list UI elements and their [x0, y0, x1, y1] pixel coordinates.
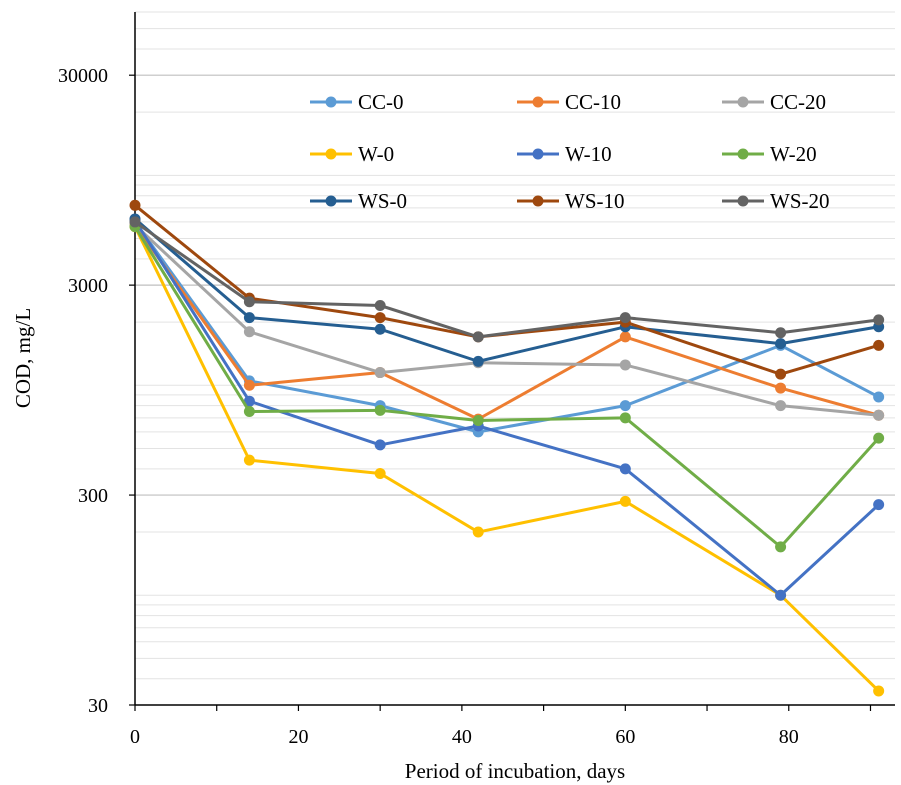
legend-item-w-10: W-10	[517, 142, 612, 166]
data-point-ws-0	[472, 355, 484, 367]
data-point-ws-0	[243, 312, 255, 324]
data-point-w-0	[472, 526, 484, 538]
x-tick-label: 60	[615, 726, 635, 748]
legend-label: CC-10	[565, 90, 621, 114]
legend-swatch-marker	[532, 148, 544, 160]
data-point-w-20	[619, 412, 631, 424]
data-point-w-0	[374, 468, 386, 480]
legend-label: W-10	[565, 142, 612, 166]
data-point-ws-20	[775, 327, 787, 339]
series-ws-20	[129, 216, 885, 343]
data-point-ws-20	[374, 299, 386, 311]
data-point-ws-20	[129, 216, 141, 228]
legend-swatch-marker	[325, 148, 337, 160]
series-layer	[129, 199, 885, 697]
data-point-cc-20	[374, 367, 386, 379]
legend-label: CC-0	[358, 90, 404, 114]
gridlines	[135, 11, 895, 680]
data-point-w-20	[775, 541, 787, 553]
data-point-ws-20	[243, 296, 255, 308]
series-ws-0	[129, 213, 885, 367]
x-tick-label: 0	[130, 726, 140, 748]
legend-label: CC-20	[770, 90, 826, 114]
data-point-cc-20	[775, 400, 787, 412]
data-point-w-20	[243, 406, 255, 418]
y-axis-ticks: 30 300 3000 30000	[58, 65, 135, 717]
y-tick-label: 300	[78, 485, 108, 507]
data-point-w-10	[619, 463, 631, 475]
data-point-ws-10	[775, 368, 787, 380]
data-point-ws-0	[775, 338, 787, 350]
legend-label: WS-0	[358, 189, 407, 213]
data-point-cc-10	[243, 379, 255, 391]
data-point-w-10	[243, 395, 255, 407]
legend-item-ws-10: WS-10	[517, 189, 625, 213]
series-w-20	[129, 221, 885, 553]
legend-swatch-marker	[532, 96, 544, 108]
data-point-cc-20	[243, 326, 255, 338]
data-point-ws-20	[472, 331, 484, 343]
legend: CC-0 CC-10 CC-20 W-0 W-10 W-20 WS-0 WS-10 WS-20	[310, 90, 830, 213]
data-point-cc-0	[873, 391, 885, 403]
data-point-w-0	[873, 685, 885, 697]
data-point-cc-20	[873, 409, 885, 421]
legend-item-cc-0: CC-0	[310, 90, 404, 114]
legend-item-ws-20: WS-20	[722, 189, 830, 213]
legend-item-cc-20: CC-20	[722, 90, 826, 114]
legend-swatch-marker	[325, 195, 337, 207]
data-point-w-10	[873, 499, 885, 511]
data-point-cc-10	[619, 331, 631, 343]
series-w-10	[129, 214, 885, 601]
data-point-ws-20	[873, 314, 885, 326]
x-tick-label: 80	[779, 726, 799, 748]
data-point-w-0	[243, 454, 255, 466]
legend-swatch-marker	[325, 96, 337, 108]
legend-label: WS-10	[565, 189, 625, 213]
data-point-ws-0	[374, 323, 386, 335]
data-point-cc-20	[619, 359, 631, 371]
legend-item-cc-10: CC-10	[517, 90, 621, 114]
series-line-ws-10	[134, 204, 880, 376]
legend-swatch-marker	[532, 195, 544, 207]
data-point-ws-20	[619, 312, 631, 324]
data-point-w-20	[873, 432, 885, 444]
legend-label: W-20	[770, 142, 817, 166]
legend-swatch-marker	[737, 148, 749, 160]
legend-item-w-20: W-20	[722, 142, 817, 166]
data-point-w-20	[472, 414, 484, 426]
data-point-cc-10	[775, 382, 787, 394]
data-point-w-10	[374, 439, 386, 451]
legend-item-w-0: W-0	[310, 142, 394, 166]
x-axis-ticks: 0 20 40 60 80	[130, 705, 872, 748]
data-point-w-20	[374, 404, 386, 416]
data-point-w-10	[775, 589, 787, 601]
legend-item-ws-0: WS-0	[310, 189, 407, 213]
data-point-w-0	[619, 495, 631, 507]
legend-swatch-marker	[737, 96, 749, 108]
y-tick-label: 30	[88, 695, 108, 717]
data-point-ws-10	[374, 312, 386, 324]
legend-label: W-0	[358, 142, 394, 166]
x-tick-label: 20	[288, 726, 308, 748]
y-tick-label: 3000	[68, 275, 108, 297]
y-tick-label: 30000	[58, 65, 108, 87]
y-axis-title: COD, mg/L	[11, 308, 35, 408]
legend-swatch-marker	[737, 195, 749, 207]
x-tick-label: 40	[452, 726, 472, 748]
series-line-ws-0	[134, 217, 879, 363]
legend-label: WS-20	[770, 189, 830, 213]
axes	[134, 12, 895, 706]
series-ws-10	[129, 199, 885, 380]
data-point-ws-10	[129, 199, 141, 211]
data-point-ws-10	[873, 339, 885, 351]
data-point-cc-0	[619, 400, 631, 412]
x-axis-title: Period of incubation, days	[405, 759, 625, 783]
